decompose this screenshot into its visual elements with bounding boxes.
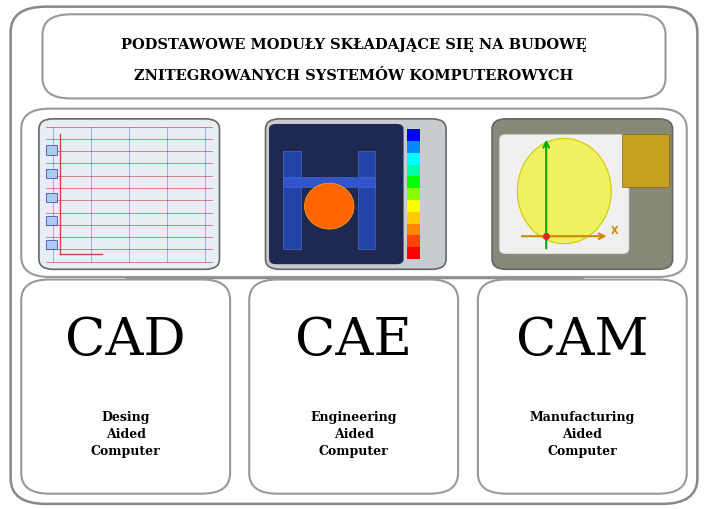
Text: Manufacturing: Manufacturing bbox=[530, 411, 635, 423]
Text: CAD: CAD bbox=[65, 315, 186, 365]
FancyBboxPatch shape bbox=[269, 125, 404, 265]
Bar bbox=[407, 165, 420, 177]
Bar bbox=[46, 217, 57, 226]
FancyBboxPatch shape bbox=[21, 280, 230, 494]
Text: CAE: CAE bbox=[295, 315, 412, 365]
Text: Computer: Computer bbox=[547, 444, 617, 457]
Bar bbox=[407, 248, 420, 260]
Text: CAM: CAM bbox=[516, 315, 649, 365]
Text: Aided: Aided bbox=[562, 428, 603, 440]
Bar bbox=[283, 152, 301, 249]
FancyBboxPatch shape bbox=[266, 120, 446, 270]
Bar bbox=[407, 130, 420, 142]
Bar bbox=[407, 189, 420, 201]
FancyBboxPatch shape bbox=[21, 109, 687, 277]
Bar bbox=[358, 152, 375, 249]
Bar bbox=[407, 177, 420, 189]
FancyBboxPatch shape bbox=[492, 120, 673, 270]
Ellipse shape bbox=[518, 139, 611, 244]
Bar bbox=[46, 193, 57, 203]
Bar bbox=[407, 224, 420, 236]
Bar bbox=[46, 146, 57, 155]
Bar bbox=[46, 240, 57, 249]
Bar bbox=[283, 178, 375, 187]
FancyBboxPatch shape bbox=[11, 8, 697, 504]
Bar bbox=[407, 236, 420, 248]
Text: X: X bbox=[611, 225, 619, 236]
Text: Aided: Aided bbox=[105, 428, 146, 440]
Bar bbox=[407, 142, 420, 153]
Text: PODSTAWOWE MODUŁY SKŁADAJĄCE SIĘ NA BUDOWĘ: PODSTAWOWE MODUŁY SKŁADAJĄCE SIĘ NA BUDO… bbox=[121, 38, 587, 51]
FancyBboxPatch shape bbox=[478, 280, 687, 494]
FancyBboxPatch shape bbox=[499, 135, 629, 254]
Bar bbox=[46, 169, 57, 179]
Text: Aided: Aided bbox=[333, 428, 374, 440]
Text: Computer: Computer bbox=[319, 444, 389, 457]
Text: Desing: Desing bbox=[101, 411, 150, 423]
Text: Computer: Computer bbox=[91, 444, 161, 457]
Text: Engineering: Engineering bbox=[310, 411, 397, 423]
FancyBboxPatch shape bbox=[249, 280, 458, 494]
Text: ZNITEGROWANYCH SYSTEMÓW KOMPUTEROWYCH: ZNITEGROWANYCH SYSTEMÓW KOMPUTEROWYCH bbox=[135, 69, 573, 83]
FancyBboxPatch shape bbox=[42, 15, 666, 99]
Bar bbox=[407, 153, 420, 165]
Ellipse shape bbox=[304, 184, 354, 230]
Bar bbox=[622, 135, 669, 187]
FancyBboxPatch shape bbox=[39, 120, 219, 270]
Bar bbox=[407, 201, 420, 212]
Bar bbox=[407, 212, 420, 224]
